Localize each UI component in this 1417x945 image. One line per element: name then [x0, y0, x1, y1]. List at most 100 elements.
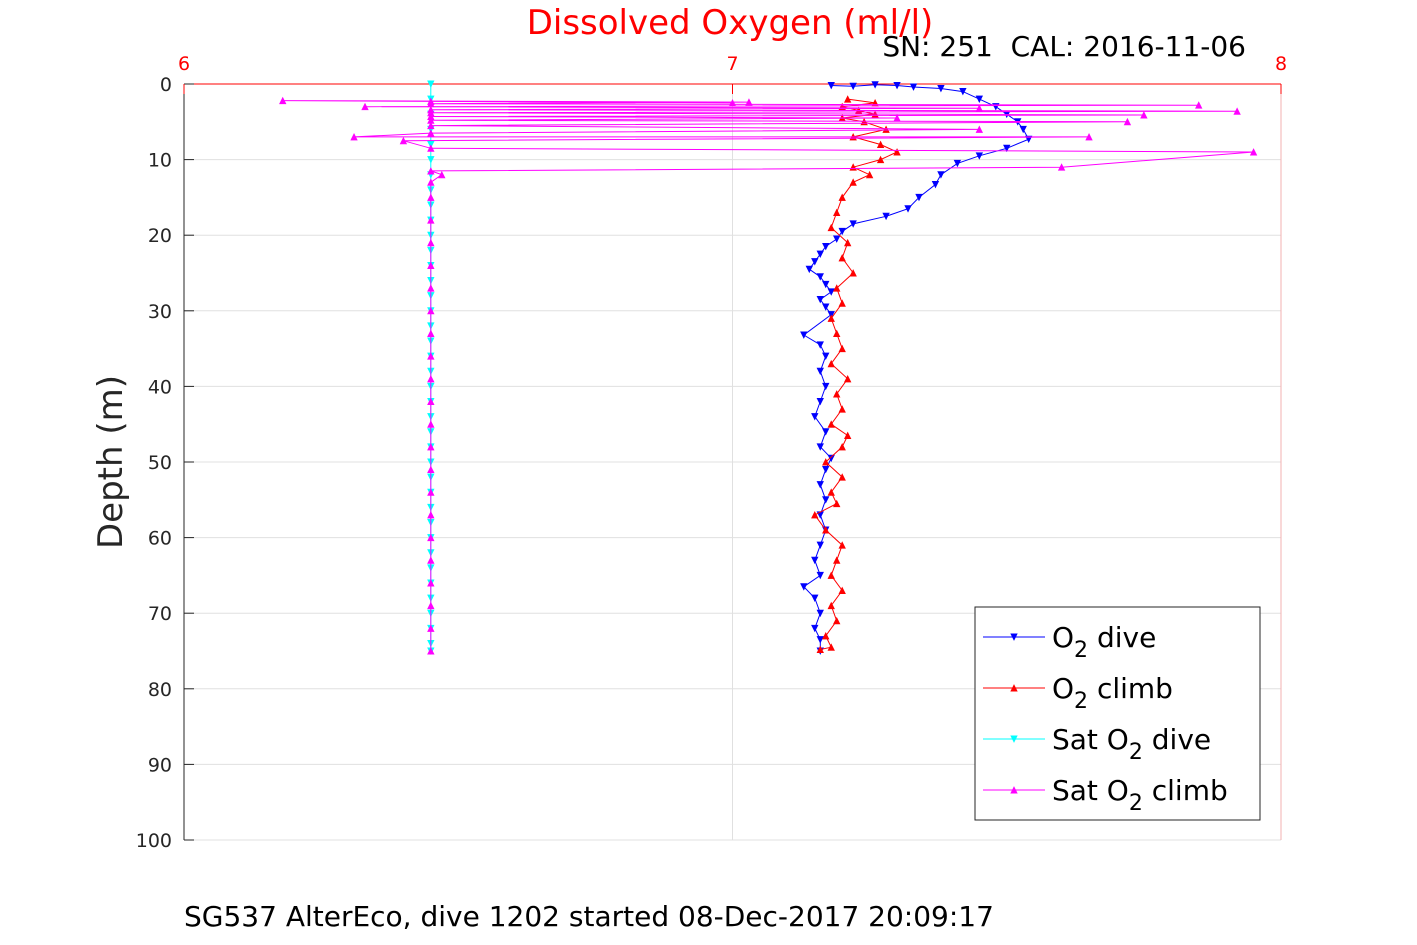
data-point-o2-dive — [816, 398, 824, 406]
data-point-o2-dive — [849, 82, 857, 91]
data-point-sat-o2-dive — [427, 80, 435, 88]
y-tick-label: 40 — [148, 376, 172, 398]
data-point-sat-o2-climb — [975, 125, 984, 133]
data-point-sat-o2-climb — [893, 114, 901, 122]
data-point-o2-climb — [833, 556, 841, 564]
data-point-o2-dive — [811, 413, 819, 421]
data-point-o2-climb — [833, 208, 841, 217]
data-point-o2-climb — [827, 643, 835, 651]
data-point-o2-dive — [822, 428, 830, 436]
data-point-o2-dive — [827, 288, 835, 296]
data-point-sat-o2-climb — [427, 397, 435, 406]
data-point-sat-o2-climb — [728, 99, 737, 107]
data-point-sat-o2-climb — [427, 167, 435, 175]
data-point-o2-climb — [827, 359, 835, 368]
data-point-o2-climb — [876, 155, 885, 164]
y-tick-label: 70 — [148, 603, 172, 625]
data-point-o2-dive — [833, 235, 841, 243]
legend-marker-o2-climb — [1010, 684, 1018, 692]
data-point-o2-climb — [838, 405, 846, 413]
data-point-sat-o2-climb — [745, 98, 753, 106]
data-point-o2-climb — [827, 314, 835, 322]
legend-label-sat-o2-dive: Sat O2 dive — [1052, 723, 1211, 765]
data-point-o2-dive — [816, 295, 824, 304]
axes: 0 10 20 30 40 50 60 70 80 90 100 6 7 8 — [136, 53, 1287, 852]
data-point-o2-dive — [953, 159, 962, 168]
data-point-sat-o2-climb — [427, 178, 435, 186]
data-point-o2-climb — [816, 645, 824, 653]
data-point-o2-climb — [827, 223, 835, 232]
data-point-o2-dive — [822, 352, 830, 361]
legend: O2 dive O2 climb Sat O2 dive Sat O2 climb — [974, 606, 1261, 821]
y-tick-label: 90 — [148, 754, 172, 776]
data-point-o2-dive — [904, 205, 912, 213]
data-point-o2-climb — [838, 193, 846, 201]
x-tick-label: 7 — [726, 53, 738, 75]
data-point-o2-dive — [816, 341, 824, 349]
data-point-o2-climb — [833, 390, 841, 398]
data-point-sat-o2-climb — [279, 96, 287, 105]
data-point-o2-dive — [937, 171, 945, 179]
data-point-sat-o2-climb — [427, 374, 435, 383]
series-o2-climb — [811, 95, 901, 653]
data-point-sat-o2-climb — [1249, 148, 1258, 156]
data-point-sat-o2-climb — [1140, 111, 1148, 119]
data-point-o2-climb — [822, 632, 830, 640]
data-point-sat-o2-climb — [427, 420, 435, 428]
data-point-o2-climb — [838, 344, 846, 353]
data-point-o2-dive — [816, 609, 824, 618]
data-point-o2-climb — [838, 254, 846, 262]
series-line-o2-dive — [802, 84, 1030, 651]
data-point-sat-o2-climb — [427, 624, 435, 632]
data-point-sat-o2-climb — [427, 511, 435, 519]
data-point-o2-dive — [811, 556, 819, 565]
y-axis-label: Depth (m) — [91, 375, 131, 549]
data-point-o2-climb — [838, 473, 846, 481]
legend-marker-sat-o2-dive — [1010, 735, 1018, 743]
data-point-o2-climb — [838, 541, 846, 549]
data-point-o2-climb — [811, 511, 819, 519]
data-point-o2-dive — [816, 443, 824, 451]
data-point-sat-o2-climb — [427, 579, 435, 587]
data-point-sat-o2-climb — [427, 216, 435, 224]
data-point-o2-dive — [811, 594, 819, 602]
data-point-o2-dive — [937, 85, 945, 93]
legend-label-sat-o2-climb: Sat O2 climb — [1052, 774, 1228, 816]
data-point-o2-dive — [816, 636, 824, 644]
data-point-o2-climb — [838, 443, 846, 451]
x-tick-label: 6 — [178, 53, 190, 75]
data-point-o2-dive — [816, 367, 824, 376]
y-tick-label: 100 — [136, 830, 172, 852]
chart-title: Dissolved Oxygen (ml/l) — [527, 3, 934, 43]
data-point-o2-climb — [849, 269, 857, 277]
data-point-sat-o2-climb — [427, 193, 435, 201]
data-point-o2-dive — [959, 88, 967, 96]
data-point-o2-climb — [893, 148, 901, 156]
legend-label-o2-climb: O2 climb — [1052, 672, 1173, 714]
data-point-o2-climb — [843, 431, 852, 440]
data-point-o2-climb — [843, 374, 852, 383]
data-point-sat-o2-climb — [427, 488, 435, 496]
data-point-sat-o2-climb — [1233, 107, 1241, 115]
data-point-o2-dive — [816, 571, 824, 580]
legend-label-o2-dive: O2 dive — [1052, 621, 1156, 663]
data-point-o2-climb — [827, 420, 835, 428]
data-point-sat-o2-climb — [427, 112, 435, 121]
data-series — [279, 80, 1258, 655]
data-point-o2-dive — [975, 152, 984, 160]
y-tick-label: 60 — [148, 528, 172, 550]
data-point-o2-dive — [816, 481, 824, 489]
legend-marker-o2-dive — [1010, 633, 1018, 641]
data-point-o2-dive — [1003, 144, 1011, 153]
y-tick-label: 0 — [160, 74, 172, 96]
data-point-o2-dive — [822, 280, 830, 289]
data-point-o2-dive — [1019, 125, 1027, 134]
data-point-sat-o2-climb — [975, 104, 984, 112]
data-point-sat-o2-climb — [427, 238, 435, 247]
data-point-o2-climb — [843, 95, 852, 103]
data-point-o2-climb — [843, 238, 852, 247]
data-point-sat-o2-climb — [1085, 133, 1093, 141]
data-point-o2-dive — [882, 212, 890, 221]
data-point-o2-climb — [822, 526, 830, 534]
data-point-o2-climb — [827, 571, 835, 579]
